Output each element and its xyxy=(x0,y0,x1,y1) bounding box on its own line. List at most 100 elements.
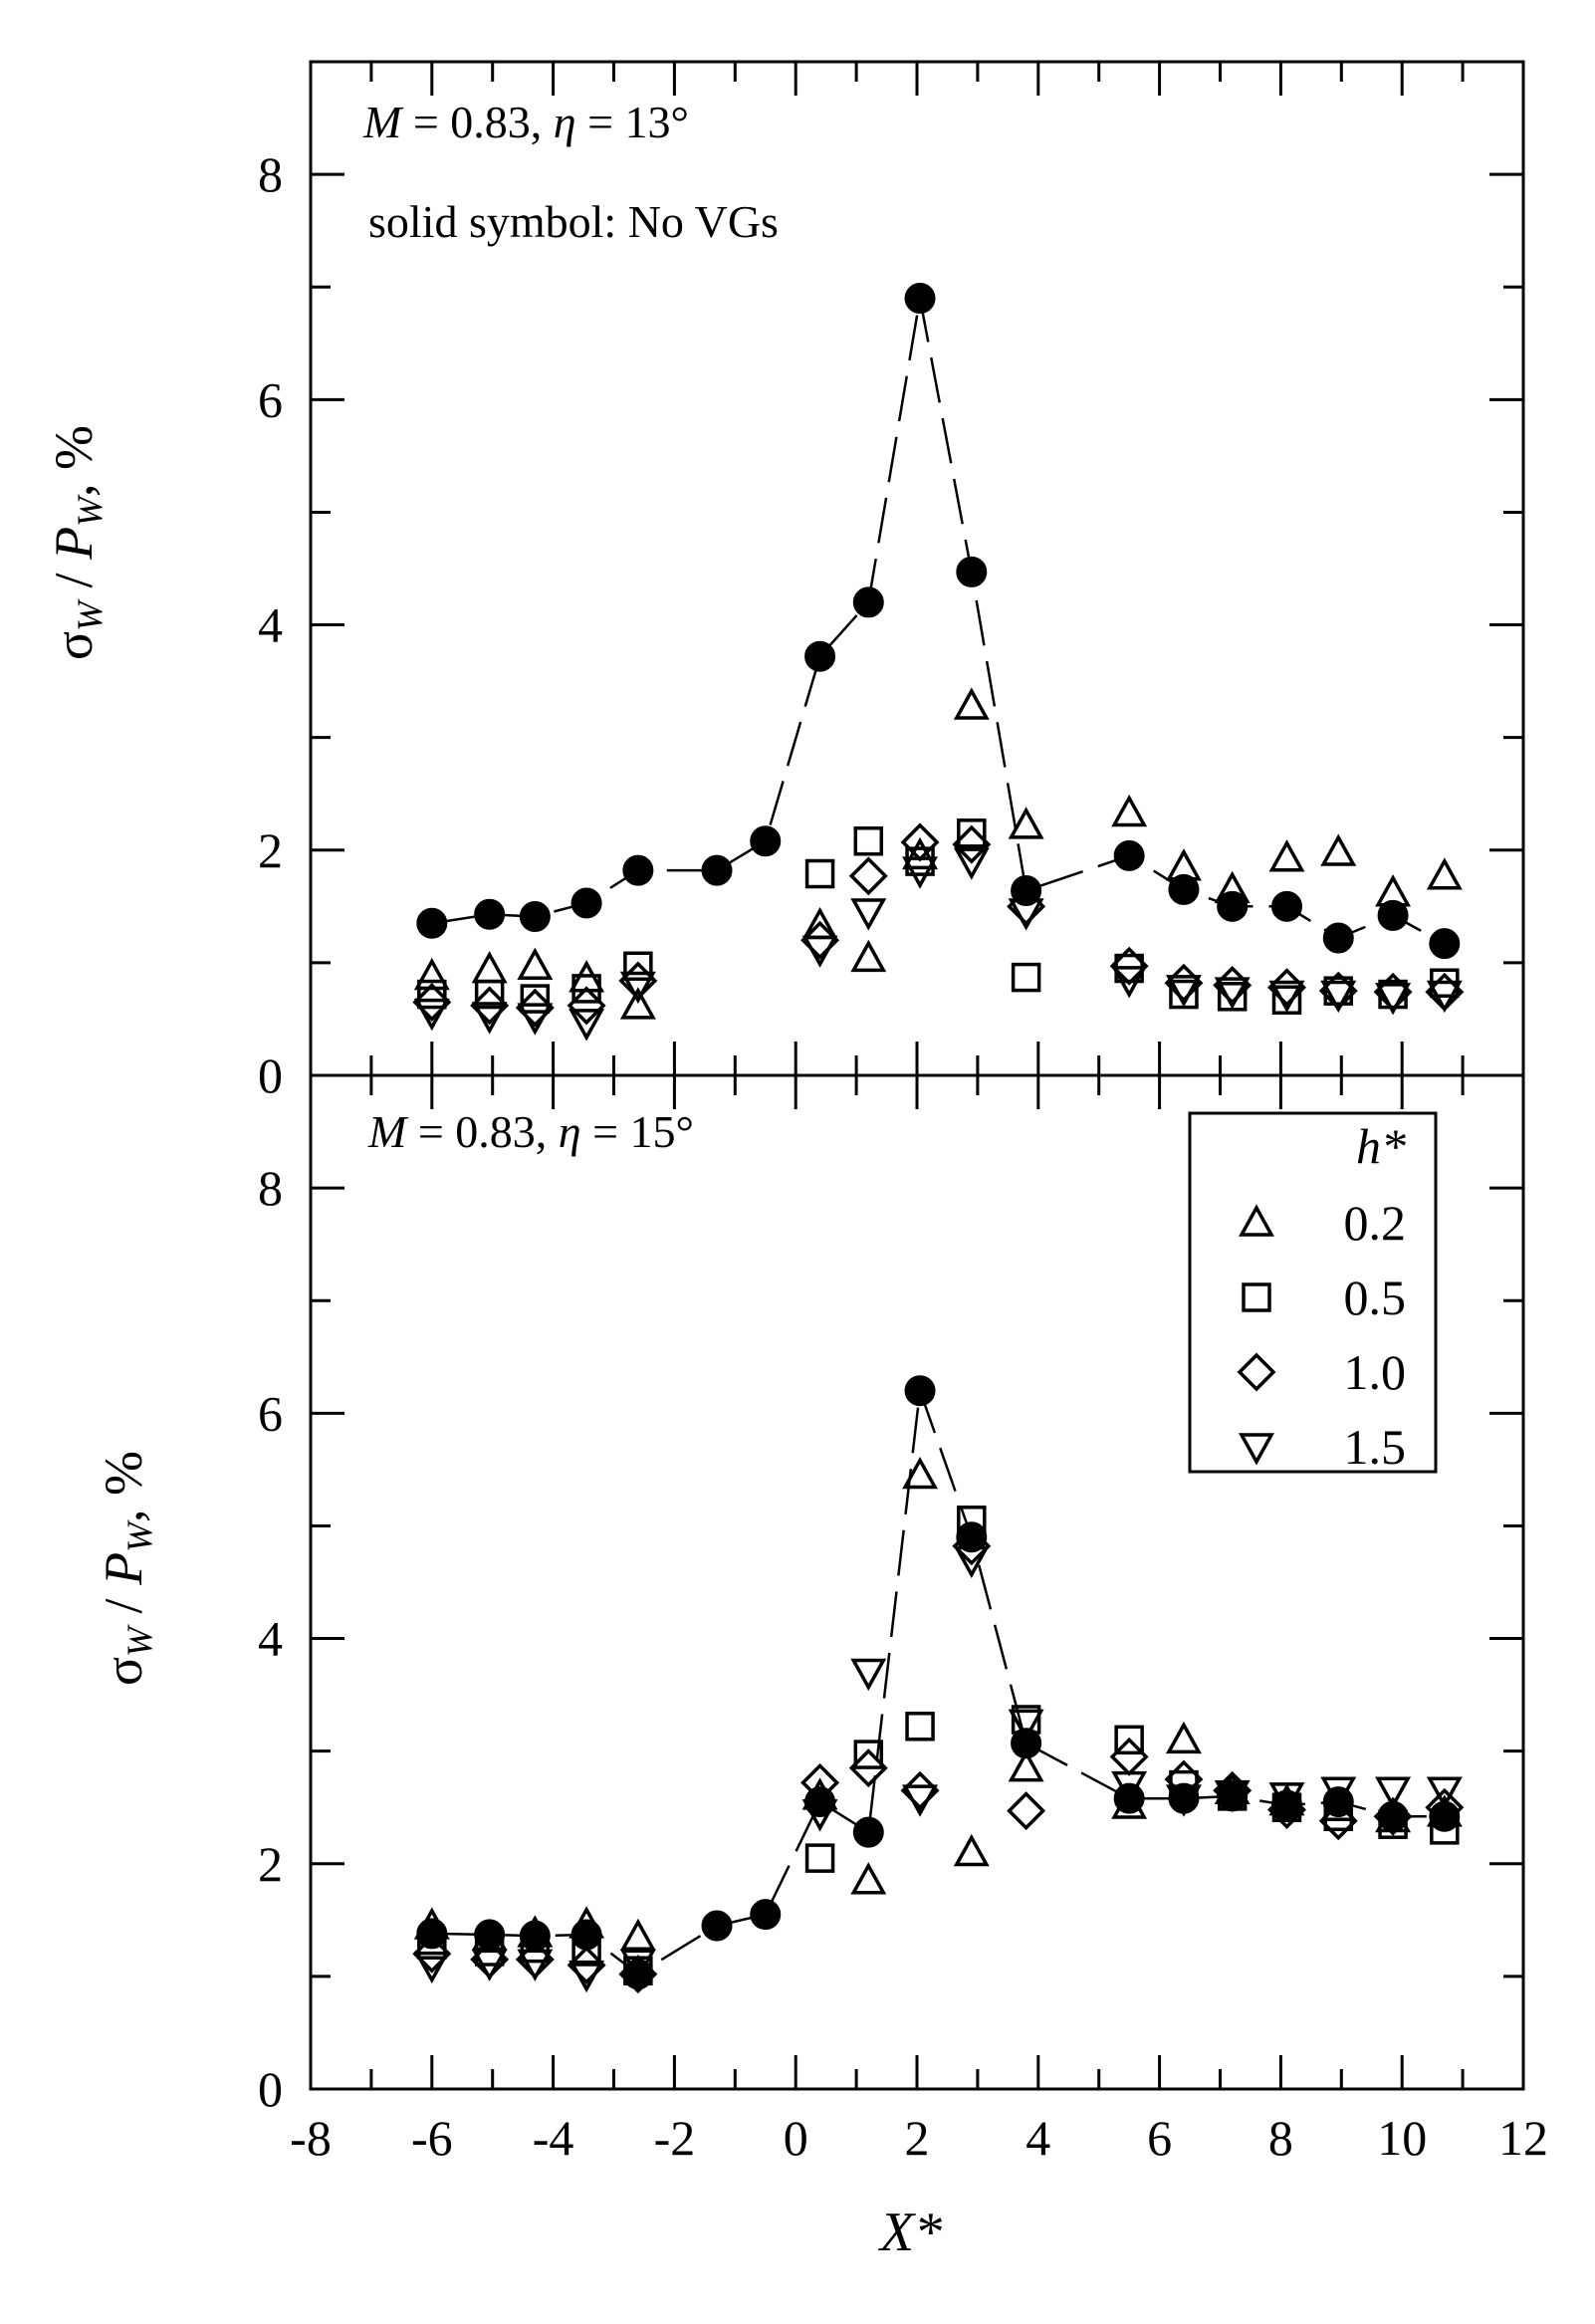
top-data-point xyxy=(1426,980,1463,1014)
bottom-data-point xyxy=(569,1960,605,1993)
top-data-point xyxy=(1008,807,1044,839)
bottom-data-point xyxy=(471,1918,508,1952)
top-data-point xyxy=(520,984,551,1014)
bottom-data-point xyxy=(618,1955,658,1994)
bottom-data-point xyxy=(1320,1788,1357,1821)
bottom-data-point xyxy=(904,1375,936,1407)
bottom-data-point xyxy=(413,1951,450,1984)
bottom-data-point xyxy=(1007,1791,1046,1831)
legend-marker xyxy=(1242,1282,1271,1312)
bottom-data-point xyxy=(471,1949,508,1981)
top-data-point xyxy=(519,901,551,933)
top-data-point xyxy=(750,825,782,857)
bottom-data-point xyxy=(853,1740,884,1769)
bottom-data-point xyxy=(1011,1728,1042,1759)
bottom-series-0.2 xyxy=(413,1456,1463,1952)
top-data-point xyxy=(471,951,508,984)
bottom-no-vgs-line xyxy=(431,1390,1445,1976)
bottom-y-tick-label: 4 xyxy=(258,1611,283,1667)
top-data-point xyxy=(801,935,838,968)
top-data-point xyxy=(1429,928,1461,960)
top-data-point xyxy=(474,979,505,1010)
top-data-point xyxy=(1268,839,1305,872)
top-data-point xyxy=(953,847,990,880)
x-tick-label: -6 xyxy=(411,2110,453,2166)
top-data-point xyxy=(1168,873,1200,905)
x-tick-label: -4 xyxy=(533,2110,574,2166)
top-data-point xyxy=(567,986,606,1026)
bottom-data-point xyxy=(701,1910,733,1942)
top-data-point xyxy=(956,556,988,587)
top-data-point xyxy=(1375,874,1412,907)
bottom-data-point xyxy=(1111,1786,1148,1819)
bottom-data-point xyxy=(956,1521,988,1553)
top-data-point xyxy=(1111,966,1148,999)
top-data-point xyxy=(804,858,835,889)
top-data-point xyxy=(515,988,555,1028)
top-data-point xyxy=(902,836,939,870)
bottom-data-point xyxy=(1318,1801,1358,1841)
top-y-tick-label: 2 xyxy=(258,822,283,878)
bottom-data-point xyxy=(953,1833,990,1867)
bottom-y-tick-label: 2 xyxy=(258,1836,283,1892)
bottom-data-point xyxy=(570,1919,602,1951)
bottom-data-point xyxy=(1165,1721,1202,1754)
top-data-point xyxy=(1214,870,1251,904)
bottom-data-point xyxy=(1320,1776,1357,1809)
legend-box xyxy=(1188,1111,1438,1474)
top-data-point xyxy=(623,951,653,982)
top-data-point xyxy=(622,854,654,886)
top-data-point xyxy=(1169,979,1199,1010)
bottom-data-point xyxy=(412,1934,452,1974)
bottom-series-0.5 xyxy=(417,1506,1460,1985)
top-data-point xyxy=(1109,946,1149,986)
bottom-data-point xyxy=(801,1799,838,1832)
top-data-point xyxy=(1111,794,1148,827)
top-data-point xyxy=(412,983,452,1022)
top-data-point xyxy=(1113,839,1145,871)
top-data-point xyxy=(850,939,887,973)
top-note-label: solid symbol: No VGs xyxy=(368,196,779,247)
bottom-y-tick-label: 8 xyxy=(258,1160,283,1216)
top-data-point xyxy=(619,971,656,1005)
bottom-data-point xyxy=(848,1748,888,1788)
bottom-data-point xyxy=(905,1712,935,1742)
top-data-point xyxy=(619,987,656,1020)
top-data-point xyxy=(1165,975,1202,1008)
top-data-point xyxy=(1322,922,1354,954)
bottom-data-point xyxy=(1425,1787,1465,1827)
bottom-series-1.0 xyxy=(412,1526,1465,1994)
bottom-panel: -8 -6 -4 -2 0 2 4 6 8 10 12 0 2 4 6 8 xyxy=(258,1073,1548,2166)
bottom-y-axis-title: σW / PW, % xyxy=(94,1451,159,1686)
bottom-condition-label: M = 0.83, η = 15° xyxy=(367,1106,694,1157)
top-data-point xyxy=(902,856,939,889)
bottom-data-point xyxy=(517,1915,554,1948)
top-data-point xyxy=(701,854,733,886)
bottom-data-point xyxy=(1267,1790,1306,1829)
bottom-data-point xyxy=(1111,1770,1148,1804)
top-series-no-vgs xyxy=(416,283,1461,960)
top-data-point xyxy=(800,920,840,960)
top-series-1.5 xyxy=(413,847,1463,1042)
x-tick-label: 0 xyxy=(784,2110,808,2166)
bottom-data-point xyxy=(902,1456,939,1490)
bottom-y-tick-label: 0 xyxy=(258,2061,283,2117)
top-no-vgs-line xyxy=(431,298,1446,945)
bottom-data-point xyxy=(952,1526,992,1566)
top-data-point xyxy=(804,640,836,672)
bottom-data-point xyxy=(1430,1815,1460,1845)
x-tick-label: 10 xyxy=(1377,2110,1427,2166)
top-data-point xyxy=(957,818,987,848)
legend-marker xyxy=(1239,1433,1274,1466)
x-axis-title: X* xyxy=(878,2202,942,2263)
top-data-point xyxy=(1320,833,1357,866)
top-data-point xyxy=(1323,976,1354,1006)
bottom-data-point xyxy=(1114,1725,1144,1755)
top-data-point xyxy=(517,947,554,981)
top-data-point xyxy=(952,824,992,864)
bottom-data-point xyxy=(1426,1776,1463,1809)
bottom-data-point xyxy=(619,1918,656,1952)
top-data-point xyxy=(1217,890,1249,922)
bottom-data-point xyxy=(804,1843,835,1873)
bottom-data-point xyxy=(852,1816,884,1848)
